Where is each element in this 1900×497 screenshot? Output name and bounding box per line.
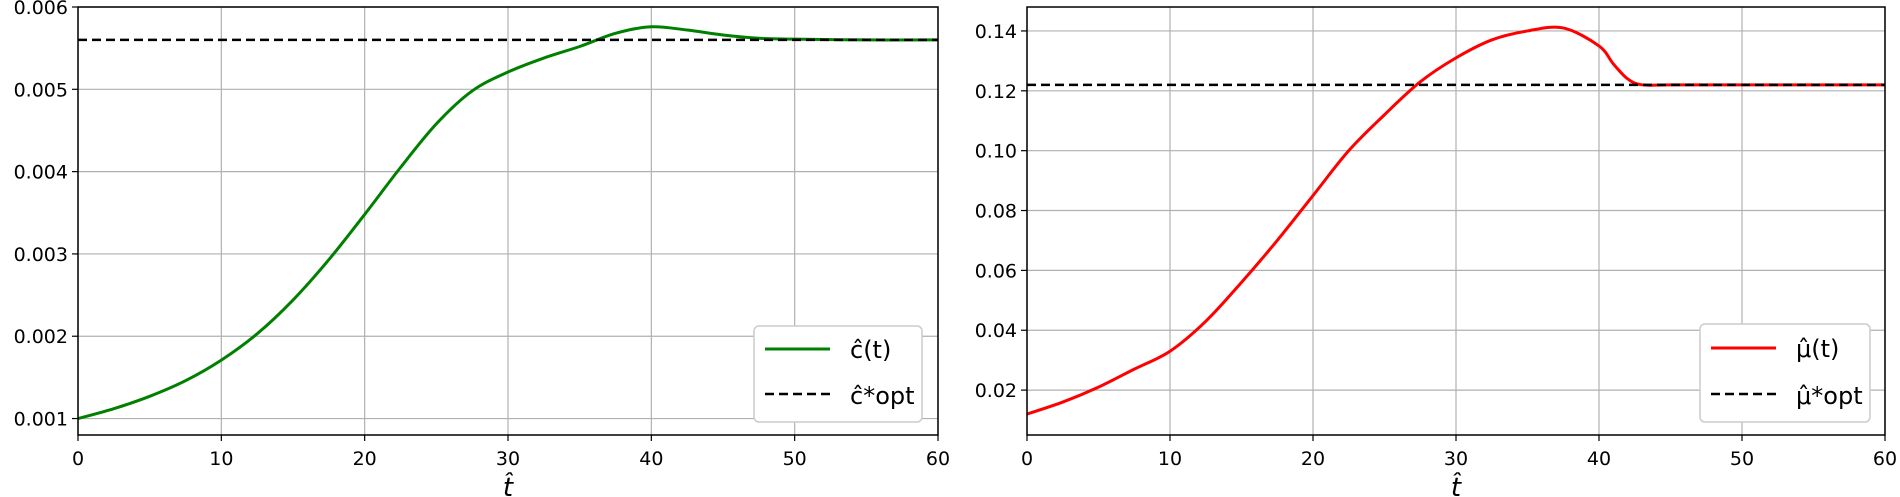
left-y-tick-label: 0.005 [14,79,68,101]
right-y-tick-label: 0.10 [975,141,1017,163]
left-y-tick-label: 0.006 [14,0,68,19]
left-x-tick-label: 0 [72,448,84,470]
left-x-axis-label: t̂ [503,471,514,497]
left-legend-label-copt: ĉ*opt [850,382,915,410]
left-y-ticks: 0.001 0.002 0.003 0.004 0.005 0.006 [14,0,78,431]
right-y-tick-label: 0.08 [975,201,1017,223]
right-y-tick-label: 0.14 [975,21,1017,43]
left-legend: ĉ(t) ĉ*opt [753,325,923,423]
right-x-tick-label: 60 [1873,448,1897,470]
right-y-tick-label: 0.12 [975,81,1017,103]
left-x-tick-label: 60 [926,448,950,470]
left-y-tick-label: 0.003 [14,244,68,266]
right-x-tick-label: 30 [1444,448,1468,470]
right-series-lines [1026,25,1885,416]
left-legend-label-c: ĉ(t) [850,336,891,364]
right-x-axis-label: t̂ [1451,471,1462,497]
left-y-tick-label: 0.002 [14,326,68,348]
right-x-tick-label: 10 [1158,448,1182,470]
right-x-tick-label: 20 [1301,448,1325,470]
left-chart: 0 10 20 30 40 50 60 0.0010.0020.0030.0040.0050… [14,0,951,497]
left-x-ticks: 0 10 20 30 40 50 60 [72,435,950,470]
right-x-tick-label: 0 [1021,448,1033,470]
right-y-tick-label: 0.06 [975,260,1017,282]
right-x-tick-label: 50 [1730,448,1754,470]
right-chart: 0 10 20 30 40 50 60 0.020.040.060.080.100.120.… [975,6,1897,497]
right-x-ticks: 0 10 20 30 40 50 60 [1021,435,1897,470]
right-legend-label-muopt: μ̂*opt [1796,382,1863,410]
left-x-tick-label: 50 [783,448,807,470]
left-x-tick-label: 40 [639,448,663,470]
right-legend: μ̂(t) μ̂*opt [1699,323,1871,423]
left-x-tick-label: 20 [353,448,377,470]
left-x-tick-label: 30 [496,448,520,470]
left-series-line-0 [77,25,939,420]
left-x-tick-label: 10 [209,448,233,470]
right-y-tick-label: 0.04 [975,320,1017,342]
right-y-tick-label: 0.02 [975,380,1017,402]
left-series-lines [77,25,939,420]
right-x-tick-label: 40 [1587,448,1611,470]
left-y-tick-label: 0.001 [14,409,68,431]
right-legend-label-mu: μ̂(t) [1796,335,1839,363]
left-y-tick-label: 0.004 [14,162,68,184]
right-y-ticks: 0.02 0.04 0.06 0.08 0.10 0.12 0.14 [975,21,1027,402]
